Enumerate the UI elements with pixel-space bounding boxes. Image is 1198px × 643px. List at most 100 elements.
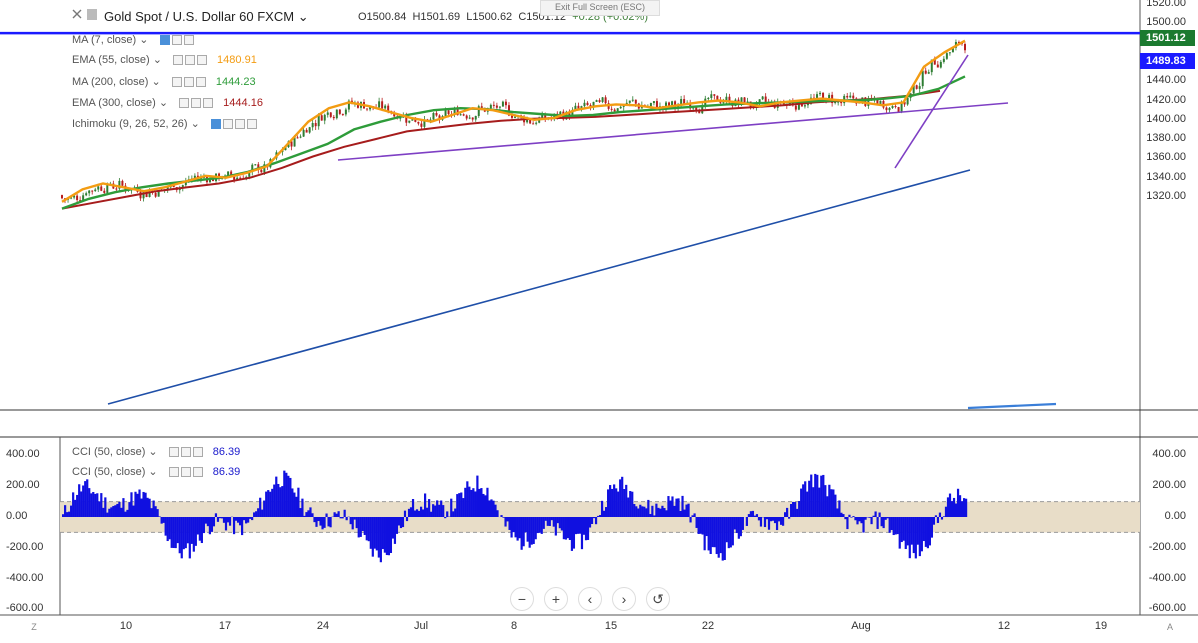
cci-bar: [381, 517, 384, 550]
cci-bar: [170, 517, 173, 548]
eye-icon[interactable]: [171, 77, 182, 88]
zoom-in-button[interactable]: +: [544, 587, 568, 611]
close-icon[interactable]: [196, 55, 207, 66]
close-icon[interactable]: [192, 467, 203, 478]
symbol-title[interactable]: Gold Spot / U.S. Dollar 60 FXCM ⌄: [104, 9, 309, 25]
cci-bar: [514, 517, 517, 538]
cci-tick-label: 400.00: [6, 448, 40, 461]
steep-trendline[interactable]: [894, 54, 969, 169]
candle-body: [797, 100, 800, 110]
cci-bar: [962, 498, 966, 517]
lower-trendline[interactable]: [107, 169, 971, 405]
cci-bar: [154, 506, 157, 517]
legend-ema55[interactable]: EMA (55, close) ⌄ 1480.91: [72, 54, 257, 66]
chevron-down-icon[interactable]: ⌄: [297, 9, 309, 24]
candle-body: [344, 109, 347, 115]
cci-bar: [864, 517, 867, 520]
close-icon[interactable]: [246, 119, 257, 130]
candle-body: [378, 101, 381, 108]
source-icon[interactable]: [234, 119, 245, 130]
candle-body: [852, 95, 855, 99]
reset-button[interactable]: ↺: [646, 587, 670, 611]
close-icon[interactable]: [203, 98, 214, 109]
cci-bar: [685, 504, 688, 517]
candle-body: [193, 175, 196, 179]
eye-icon[interactable]: [159, 35, 170, 46]
cci-bar: [460, 492, 463, 517]
candle-body: [948, 52, 951, 54]
cci-bar: [922, 517, 925, 542]
high-value: H1501.69: [412, 11, 461, 23]
auto-scale-button[interactable]: A: [1166, 622, 1173, 632]
legend-ema300[interactable]: EMA (300, close) ⌄ 1444.16: [72, 97, 263, 109]
eye-icon[interactable]: [168, 467, 179, 478]
cci-bar: [870, 517, 873, 525]
candle-body: [411, 119, 414, 121]
cci-bar: [820, 475, 823, 517]
legend-cci-1[interactable]: CCI (50, close) ⌄ 86.39: [72, 446, 241, 458]
candle-body: [894, 106, 897, 108]
legend-ichimoku[interactable]: Ichimoku (9, 26, 52, 26) ⌄: [72, 116, 259, 132]
cci-bar: [932, 517, 936, 525]
settings-icon[interactable]: [171, 35, 182, 46]
cci-bar: [424, 493, 427, 517]
zoom-out-button[interactable]: −: [510, 587, 534, 611]
cci-bar: [653, 515, 656, 517]
cci-bar: [594, 517, 598, 525]
cci-bar: [898, 517, 901, 549]
upper-trendline[interactable]: [337, 102, 1009, 161]
candle-body: [571, 109, 574, 118]
candle-body: [568, 111, 571, 118]
cci-bar: [379, 517, 382, 563]
exit-fullscreen-button[interactable]: Exit Full Screen (ESC): [540, 0, 660, 16]
candle-body: [293, 137, 296, 147]
close-icon[interactable]: [183, 35, 194, 46]
cci-bar: [788, 517, 791, 519]
cci-bar: [940, 517, 944, 520]
cci-bar: [488, 500, 491, 517]
cci-bar: [267, 490, 270, 517]
eye-icon[interactable]: [172, 55, 183, 66]
cci-bar: [665, 510, 668, 517]
candle-body: [891, 106, 894, 108]
cci-bar: [592, 517, 596, 519]
eye-icon[interactable]: [210, 119, 221, 130]
candle-body: [649, 103, 652, 107]
cci-bar: [832, 489, 835, 517]
cci-bar: [725, 517, 728, 543]
settings-icon[interactable]: [183, 77, 194, 88]
cci-bar: [76, 494, 79, 517]
cci-bar: [66, 512, 69, 517]
offchart-line[interactable]: [967, 402, 1057, 410]
cci-bar: [910, 517, 913, 545]
scroll-left-button[interactable]: ‹: [578, 587, 602, 611]
eye-icon[interactable]: [179, 98, 190, 109]
legend-ma7[interactable]: MA (7, close) ⌄: [72, 32, 196, 48]
close-icon[interactable]: [192, 447, 203, 458]
eye-icon[interactable]: [168, 447, 179, 458]
legend-ma200[interactable]: MA (200, close) ⌄ 1444.23: [72, 76, 256, 88]
cci-bar: [293, 492, 296, 517]
cci-bar: [311, 513, 314, 517]
legend-cci-2[interactable]: CCI (50, close) ⌄ 86.39: [72, 466, 241, 478]
cci-bar: [472, 488, 475, 517]
cci-bar: [669, 500, 672, 517]
settings-icon[interactable]: [180, 467, 191, 478]
close-icon[interactable]: [195, 77, 206, 88]
candle-body: [819, 92, 822, 95]
cci-bar: [419, 506, 423, 517]
cci-bar: [914, 517, 917, 559]
cci-bar: [627, 497, 630, 517]
settings-icon[interactable]: [180, 447, 191, 458]
collapse-icon[interactable]: [72, 9, 82, 19]
settings-icon[interactable]: [222, 119, 233, 130]
zoom-z-button[interactable]: Z: [31, 622, 37, 632]
settings-icon[interactable]: [191, 98, 202, 109]
cci-bar: [528, 517, 531, 548]
scroll-right-button[interactable]: ›: [612, 587, 636, 611]
candle-body: [942, 58, 945, 62]
settings-icon[interactable]: [184, 55, 195, 66]
cci-bar: [142, 491, 145, 517]
cci-bar: [385, 517, 388, 556]
